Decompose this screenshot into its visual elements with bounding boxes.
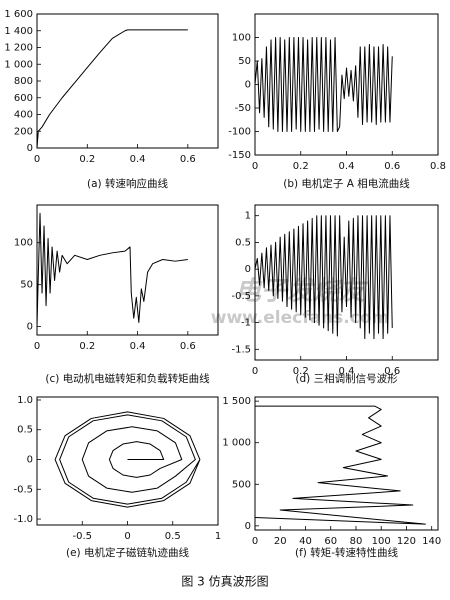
x-tick-label: 0 (34, 154, 40, 165)
y-tick-label: 1 200 (4, 43, 33, 54)
subplot-caption: (e) 电机定子磁链轨迹曲线 (66, 546, 189, 559)
axes-frame (36, 204, 219, 336)
y-tick-label: 100 (14, 238, 33, 249)
x-tick-label: 0.2 (79, 341, 95, 352)
subplot-caption: (f) 转矩-转速特性曲线 (295, 546, 399, 559)
x-tick-label: 1 (215, 531, 221, 542)
x-tick-label: 0.2 (293, 366, 309, 377)
x-tick-label: 60 (324, 536, 337, 547)
axes-frame (36, 13, 219, 149)
y-tick-label: -0.5 (13, 484, 33, 495)
subplot: 0 0.2 0.4 0.6 -1.5 -1 -0.5 0 0.5 1 (d) 三相调制信号波形 (231, 204, 439, 385)
y-tick-label: -0.5 (231, 291, 251, 302)
y-tick-label: 0 (27, 455, 33, 466)
plot (37, 212, 188, 327)
plot (54, 411, 201, 508)
data-line (54, 411, 201, 508)
y-tick-label: 1 600 (4, 9, 33, 20)
y-tick-label: 0.5 (17, 425, 33, 436)
y-tick-label: -1 (241, 318, 251, 329)
y-tick-label: 1 (245, 211, 251, 222)
axes-frame (254, 396, 439, 531)
x-tick-label: 0.2 (293, 161, 309, 172)
subplot-caption: (d) 三相调制信号波形 (295, 372, 398, 385)
data-line (255, 37, 393, 132)
y-tick-label: -1.5 (231, 344, 251, 355)
y-tick-label: 600 (14, 93, 33, 104)
y-tick-label: -1.0 (13, 514, 33, 525)
x-tick-label: 0.8 (430, 161, 446, 172)
x-tick-label: 0 (124, 531, 130, 542)
figure-caption: 图 3 仿真波形图 (181, 575, 268, 589)
subplot: 0 0.2 0.4 0.6 0 200 400 600 800 1 000 1 200 1 400 1 … (4, 9, 219, 190)
x-tick-label: 80 (350, 536, 363, 547)
y-tick-label: 1 000 (4, 59, 33, 70)
y-tick-label: 800 (14, 76, 33, 87)
x-tick-label: -0.5 (72, 531, 92, 542)
y-tick-label: 1 400 (4, 26, 33, 37)
subplot-caption: (c) 电动机电磁转矩和负载转矩曲线 (45, 372, 210, 385)
subplot: -0.5 0 0.5 1 -1.0 -0.5 0 0.5 1.0 (e) 电机定子磁链轨迹曲线 (13, 395, 221, 559)
x-tick-label: 0.6 (384, 161, 400, 172)
y-tick-label: 0 (245, 80, 251, 91)
x-tick-label: 40 (299, 536, 312, 547)
y-tick-label: 0 (27, 143, 33, 154)
data-line (255, 215, 393, 340)
data-line (37, 29, 188, 148)
x-tick-label: 0 (252, 366, 258, 377)
y-tick-label: 0 (27, 322, 33, 333)
y-tick-label: 500 (232, 479, 251, 490)
y-tick-label: 1 000 (222, 438, 251, 449)
x-tick-label: 100 (372, 536, 391, 547)
y-tick-label: 400 (14, 110, 33, 121)
plot (37, 29, 188, 148)
plot (255, 37, 393, 132)
plot (255, 215, 393, 340)
x-tick-label: 0.5 (165, 531, 181, 542)
x-tick-label: 0.4 (339, 161, 355, 172)
x-tick-label: 140 (422, 536, 441, 547)
x-tick-label: 0 (252, 161, 258, 172)
subplot: 0 0.2 0.4 0.6 0 50 100 (c) 电动机电磁转矩和负载转矩曲线 (14, 204, 219, 385)
subplot-caption: (a) 转速响应曲线 (87, 177, 168, 190)
y-tick-label: 100 (232, 33, 251, 44)
x-tick-label: 0.4 (130, 154, 146, 165)
x-tick-label: 0.2 (79, 154, 95, 165)
subplot: 0 20 40 60 80 100 120 140 0 500 1 000 1 500 (f) 转矩-转… (222, 396, 441, 559)
x-tick-label: 0.4 (130, 341, 146, 352)
y-tick-label: 0.5 (235, 237, 251, 248)
axes-frame (254, 204, 439, 361)
x-tick-label: 0.6 (384, 366, 400, 377)
y-tick-label: 1.0 (17, 395, 33, 406)
x-tick-label: 0 (252, 536, 258, 547)
x-tick-label: 0.6 (180, 154, 196, 165)
data-line (255, 405, 426, 525)
y-tick-label: 0 (245, 521, 251, 532)
axes-frame (36, 396, 219, 526)
y-tick-label: 0 (245, 264, 251, 275)
x-tick-label: 0.6 (180, 341, 196, 352)
data-line (37, 212, 188, 327)
plot (255, 405, 426, 525)
x-tick-label: 0 (34, 341, 40, 352)
y-tick-label: -50 (235, 103, 251, 114)
subplot: 0 0.2 0.4 0.6 0.8 -150 -100 -50 0 50 100 (b) 电机定子 A… (228, 13, 446, 190)
y-tick-label: 1 500 (222, 396, 251, 407)
y-tick-label: -100 (228, 127, 251, 138)
y-tick-label: 200 (14, 126, 33, 137)
x-tick-label: 120 (397, 536, 416, 547)
y-tick-label: 50 (238, 56, 251, 67)
subplot-caption: (b) 电机定子 A 相电流曲线 (283, 177, 410, 190)
y-tick-label: 50 (20, 280, 33, 291)
y-tick-label: -150 (228, 150, 251, 161)
x-tick-label: 20 (274, 536, 287, 547)
axes-frame (254, 13, 439, 156)
watermark-url: www.elecfans.com (211, 308, 389, 328)
x-tick-label: 0.4 (339, 366, 355, 377)
